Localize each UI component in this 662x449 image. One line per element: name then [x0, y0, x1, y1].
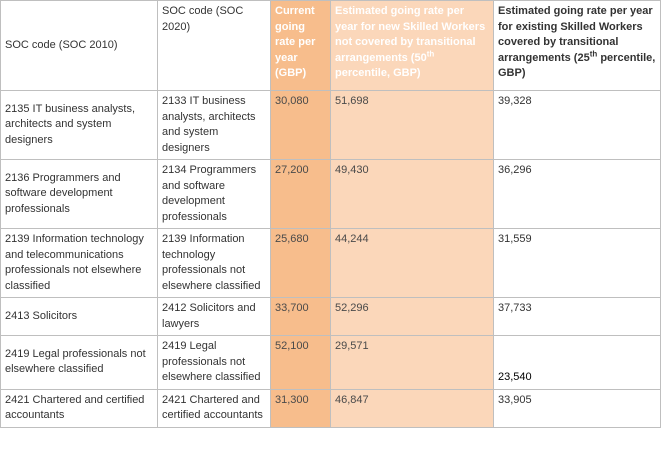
table-row: 2135 IT business analysts, architects an…: [0, 90, 661, 160]
header-existing-workers-rate-sup: th: [589, 48, 598, 58]
cell-current-rate: 33,700: [270, 297, 331, 336]
header-existing-workers-rate-tail: percentile, GBP): [498, 51, 656, 80]
table-row: 2136 Programmers and software developmen…: [0, 159, 661, 229]
cell-soc2020: 2133 IT business analysts, architects an…: [157, 90, 271, 160]
cell-soc2020: 2139 Information technology professional…: [157, 228, 271, 298]
table-row: 2419 Legal professionals not elsewhere c…: [0, 335, 661, 390]
header-new-workers-rate-text: Estimated going rate per year for new Sk…: [335, 5, 486, 64]
cell-new-rate: 51,698: [330, 90, 494, 160]
cell-current-rate: 30,080: [270, 90, 331, 160]
header-soc2010: SOC code (SOC 2010): [0, 0, 158, 91]
cell-current-rate: 25,680: [270, 228, 331, 298]
cell-soc2010: 2421 Chartered and certified accountants: [0, 388, 158, 428]
cell-new-rate: 52,296: [330, 297, 494, 336]
table-row: 2413 Solicitors 2412 Solicitors and lawy…: [0, 297, 661, 336]
cell-soc2010: 2136 Programmers and software developmen…: [0, 159, 158, 229]
cell-current-rate: 52,100: [270, 335, 331, 390]
cell-soc2010: 2135 IT business analysts, architects an…: [0, 90, 158, 160]
cell-new-rate: 29,571: [330, 335, 494, 390]
cell-new-rate: 44,244: [330, 228, 494, 298]
table-row: 2139 Information technology and telecomm…: [0, 228, 661, 298]
header-existing-workers-rate: Estimated going rate per year for existi…: [493, 0, 661, 91]
table-row: 2421 Chartered and certified accountants…: [0, 388, 661, 428]
cell-new-rate: 46,847: [330, 388, 494, 428]
cell-soc2010: 2419 Legal professionals not elsewhere c…: [0, 335, 158, 390]
cell-current-rate: 31,300: [270, 388, 331, 428]
header-new-workers-rate: Estimated going rate per year for new Sk…: [330, 0, 494, 91]
header-new-workers-rate-tail: percentile, GBP): [335, 67, 421, 79]
cell-existing-rate: 31,559: [493, 228, 661, 298]
cell-soc2010: 2413 Solicitors: [0, 297, 158, 336]
cell-soc2010: 2139 Information technology and telecomm…: [0, 228, 158, 298]
cell-soc2020: 2421 Chartered and certified accountants: [157, 388, 271, 428]
cell-existing-rate: 23,540: [493, 335, 661, 390]
cell-existing-rate: 36,296: [493, 159, 661, 229]
cell-soc2020: 2412 Solicitors and lawyers: [157, 297, 271, 336]
cell-new-rate: 49,430: [330, 159, 494, 229]
cell-existing-rate: 39,328: [493, 90, 661, 160]
table-header-row: SOC code (SOC 2010) SOC code (SOC 2020) …: [0, 0, 661, 91]
cell-soc2020: 2419 Legal professionals not elsewhere c…: [157, 335, 271, 390]
cell-current-rate: 27,200: [270, 159, 331, 229]
header-soc2020: SOC code (SOC 2020): [157, 0, 271, 91]
going-rates-table: SOC code (SOC 2010) SOC code (SOC 2020) …: [0, 0, 661, 428]
header-current-rate: Current going rate per year (GBP): [270, 0, 331, 91]
header-existing-workers-rate-text: Estimated going rate per year for existi…: [498, 5, 653, 64]
header-new-workers-rate-sup: th: [426, 48, 435, 58]
cell-existing-rate: 37,733: [493, 297, 661, 336]
cell-soc2020: 2134 Programmers and software developmen…: [157, 159, 271, 229]
cell-existing-rate: 33,905: [493, 388, 661, 428]
